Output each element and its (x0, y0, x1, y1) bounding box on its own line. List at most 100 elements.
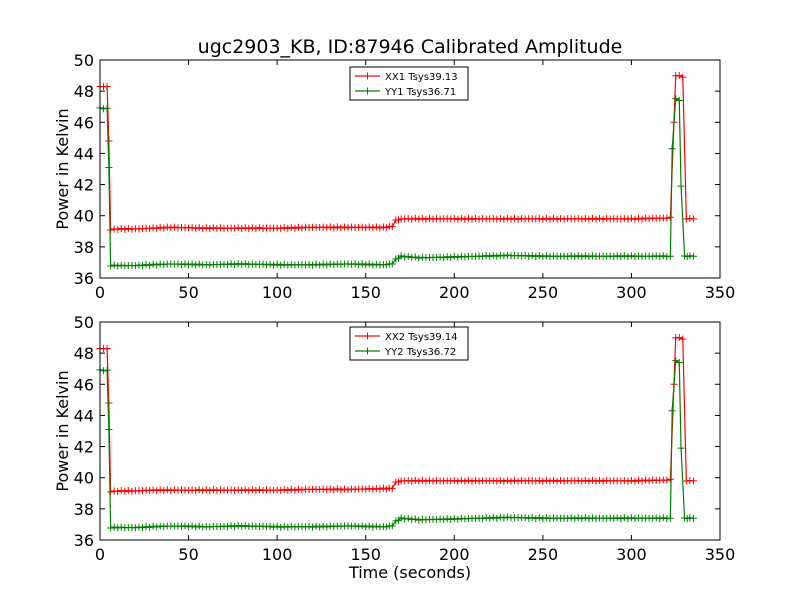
data-point-marker (493, 252, 501, 260)
data-point-marker (408, 516, 416, 524)
data-point-marker (679, 335, 687, 343)
data-point-marker (245, 487, 253, 495)
data-point-marker (234, 486, 242, 494)
data-point-marker (549, 476, 557, 484)
data-point-marker (578, 477, 586, 485)
data-point-marker (146, 225, 154, 233)
data-point-marker (316, 261, 324, 269)
data-point-marker (195, 224, 203, 232)
data-point-marker (620, 514, 628, 522)
data-point-marker (606, 514, 614, 522)
data-point-marker (224, 261, 232, 269)
data-point-marker (146, 523, 154, 531)
y-tick-label: 48 (74, 344, 94, 363)
data-point-marker (486, 514, 494, 522)
data-point-marker (486, 252, 494, 260)
data-point-marker (542, 476, 550, 484)
data-point-marker (418, 214, 426, 222)
data-point-marker (666, 514, 674, 522)
data-point-marker (105, 163, 113, 171)
data-point-marker (323, 523, 331, 531)
data-point-marker (206, 487, 214, 495)
data-point-marker (238, 260, 246, 268)
data-point-marker (404, 514, 412, 522)
data-point-marker (284, 523, 292, 531)
data-point-marker (326, 260, 334, 268)
data-point-marker (401, 515, 409, 523)
data-point-marker (457, 252, 465, 260)
data-point-marker (613, 514, 621, 522)
legend-label: XX2 Tsys39.14 (385, 332, 458, 343)
data-point-marker (117, 224, 125, 232)
data-point-marker (539, 253, 547, 261)
data-point-marker (479, 252, 487, 260)
data-point-marker (436, 253, 444, 261)
data-point-marker (542, 214, 550, 222)
data-point-marker (114, 225, 122, 233)
y-tick-label: 46 (74, 375, 94, 394)
data-point-marker (376, 485, 384, 493)
data-point-marker (511, 476, 519, 484)
data-point-marker (574, 514, 582, 522)
data-point-marker (110, 261, 118, 269)
data-point-marker (372, 522, 380, 530)
data-point-marker (365, 522, 373, 530)
data-point-marker (433, 516, 441, 524)
data-point-marker (213, 487, 221, 495)
data-point-marker (596, 476, 604, 484)
data-point-marker (631, 215, 639, 223)
legend-swatch-marker (364, 347, 371, 355)
y-tick-label: 40 (74, 207, 94, 226)
data-point-marker (192, 486, 200, 494)
data-point-marker (326, 223, 334, 231)
data-point-marker (220, 522, 228, 530)
data-point-marker (117, 486, 125, 494)
data-point-marker (450, 253, 458, 261)
data-point-marker (422, 215, 430, 223)
data-point-marker (546, 253, 554, 261)
data-point-marker (192, 261, 200, 269)
data-point-marker (418, 476, 426, 484)
data-point-marker (553, 215, 561, 223)
data-point-marker (581, 252, 589, 260)
data-point-marker (677, 182, 685, 190)
data-point-marker (131, 524, 139, 532)
data-point-marker (588, 252, 596, 260)
data-point-marker (188, 522, 196, 530)
data-point-marker (624, 215, 632, 223)
data-point-marker (277, 486, 285, 494)
data-point-marker (319, 485, 327, 493)
data-point-marker (330, 224, 338, 232)
data-point-marker (382, 523, 390, 531)
data-point-marker (553, 477, 561, 485)
data-point-marker (266, 260, 274, 268)
data-point-marker (542, 514, 550, 522)
data-point-marker (461, 477, 469, 485)
data-point-marker (248, 224, 256, 232)
legend-swatch-marker (364, 332, 371, 340)
series-yy-2 (96, 357, 697, 532)
data-point-marker (496, 476, 504, 484)
data-point-marker (326, 485, 334, 493)
data-point-marker (319, 223, 327, 231)
y-tick-label: 46 (74, 113, 94, 132)
data-point-marker (689, 514, 697, 522)
data-point-marker (209, 486, 217, 494)
data-point-marker (535, 215, 543, 223)
data-point-marker (631, 477, 639, 485)
data-point-marker (280, 260, 288, 268)
x-tick-label: 350 (705, 545, 736, 564)
data-point-marker (294, 223, 302, 231)
data-point-marker (382, 224, 390, 232)
data-point-marker (234, 522, 242, 530)
data-point-marker (542, 252, 550, 260)
data-point-marker (273, 522, 281, 530)
data-point-marker (241, 224, 249, 232)
data-point-marker (666, 252, 674, 260)
data-point-marker (309, 523, 317, 531)
data-point-marker (397, 514, 405, 522)
data-point-marker (388, 522, 396, 530)
data-point-marker (351, 260, 359, 268)
data-point-marker (149, 522, 157, 530)
data-point-marker (659, 514, 667, 522)
